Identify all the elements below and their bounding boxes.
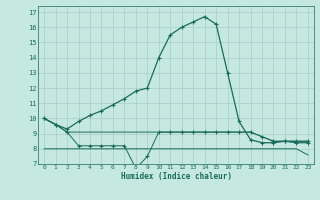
X-axis label: Humidex (Indice chaleur): Humidex (Indice chaleur) xyxy=(121,172,231,181)
